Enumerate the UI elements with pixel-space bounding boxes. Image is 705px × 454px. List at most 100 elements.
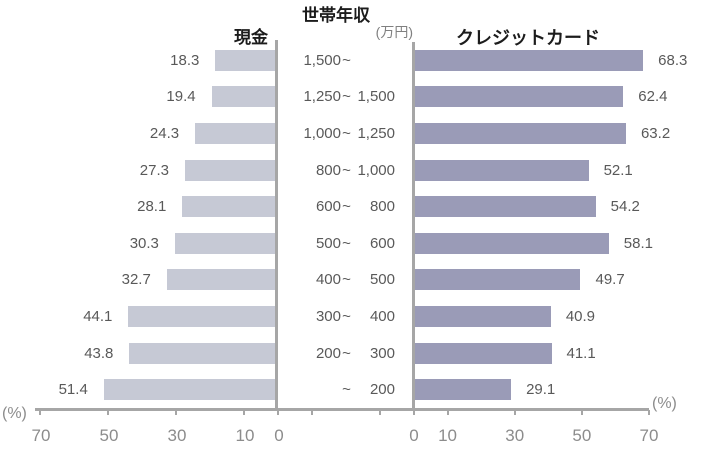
- credit-card-value-label: 54.2: [610, 198, 640, 216]
- axis-tick: [647, 410, 650, 415]
- axis-tick: [413, 410, 415, 415]
- income-range-tilde: ~: [342, 51, 351, 69]
- credit-card-bar: [413, 305, 551, 327]
- credit-card-row-cell: 63.2: [413, 115, 705, 152]
- income-range-low: 1,500: [303, 51, 341, 69]
- credit-card-series-header: クレジットカード: [456, 28, 600, 48]
- chart-row: 24.3 1,000 ~1,250 63.2: [0, 115, 705, 152]
- left-axis-tick-label: 10: [235, 426, 255, 445]
- income-range-low: 200: [315, 344, 341, 362]
- left-percent-label: (%): [2, 405, 27, 422]
- income-range-tilde: ~: [342, 88, 351, 106]
- axis-tick: [39, 410, 41, 415]
- income-range-low: 500: [315, 234, 341, 252]
- cash-value-label: 24.3: [149, 124, 180, 142]
- credit-card-bar: [413, 232, 609, 254]
- income-range-tilde: ~: [342, 381, 351, 399]
- axis-tick: [311, 410, 313, 415]
- right-axis-tick-label: 70: [639, 426, 659, 445]
- cash-row-cell: 51.4: [0, 371, 277, 408]
- credit-card-row-cell: 41.1: [413, 335, 705, 372]
- income-range-low: 1,000: [303, 124, 341, 142]
- credit-card-row-cell: 62.4: [413, 79, 705, 116]
- axis-tick: [107, 410, 109, 415]
- cash-row-cell: 19.4: [0, 79, 277, 116]
- income-category-label: 300 ~400: [277, 298, 413, 335]
- right-axis-tick-label: 50: [572, 426, 592, 445]
- cash-row-cell: 30.3: [0, 225, 277, 262]
- income-range-high: 800: [369, 198, 395, 216]
- chart-row: 19.4 1,250 ~1,500 62.4: [0, 79, 705, 116]
- cash-value-label: 27.3: [139, 161, 169, 179]
- cash-bar: [185, 159, 277, 181]
- cash-bar: [211, 86, 277, 108]
- right-axis-tick-label: 10: [438, 426, 458, 445]
- axis-tick: [513, 410, 516, 415]
- credit-card-row-cell: 52.1: [413, 152, 705, 189]
- cash-row-cell: 43.8: [0, 335, 277, 372]
- chart-row: 28.1 600 ~800 54.2: [0, 188, 705, 225]
- chart-unit-label: (万円): [375, 24, 413, 40]
- income-range-tilde: ~: [342, 161, 351, 179]
- cash-bar: [166, 269, 277, 291]
- cash-value-label: 19.4: [166, 88, 196, 106]
- credit-card-row-cell: 49.7: [413, 262, 705, 299]
- credit-card-row-cell: 54.2: [413, 188, 705, 225]
- right-chart-zero-axis-line: [411, 42, 415, 410]
- cash-row-cell: 28.1: [0, 188, 277, 225]
- credit-card-value-label: 29.1: [526, 381, 556, 399]
- credit-card-value-label: 62.4: [638, 88, 668, 106]
- axis-tick: [580, 410, 583, 415]
- credit-card-value-label: 52.1: [603, 161, 633, 179]
- cash-bar: [215, 49, 277, 71]
- income-category-label: 500 ~600: [277, 225, 413, 262]
- credit-card-row-cell: 58.1: [413, 225, 705, 262]
- credit-card-row-cell: 29.1: [413, 371, 705, 408]
- axis-tick: [277, 410, 279, 415]
- income-range-high: 200: [369, 381, 395, 399]
- left-axis-tick-label: 0: [274, 426, 284, 445]
- credit-card-bar: [413, 122, 626, 144]
- credit-card-bar: [413, 379, 512, 401]
- chart-row: 44.1 300 ~400 40.9: [0, 298, 705, 335]
- credit-card-bar: [413, 86, 624, 108]
- income-range-high: 1,500: [357, 88, 395, 106]
- left-axis-tick-label: 70: [31, 426, 51, 445]
- cash-value-label: 28.1: [137, 198, 167, 216]
- cash-row-cell: 32.7: [0, 262, 277, 299]
- cash-row-cell: 24.3: [0, 115, 277, 152]
- income-range-high: 400: [369, 307, 395, 325]
- income-category-label: 800 ~1,000: [277, 152, 413, 189]
- income-range-high: 1,250: [357, 124, 395, 142]
- income-category-label: 200 ~300: [277, 335, 413, 372]
- income-range-tilde: ~: [342, 124, 351, 142]
- left-axis-tick-label: 30: [167, 426, 187, 445]
- credit-card-bar: [413, 269, 581, 291]
- axis-tick: [243, 410, 245, 415]
- cash-value-label: 18.3: [170, 51, 200, 69]
- chart-row: 27.3 800 ~1,000 52.1: [0, 152, 705, 189]
- credit-card-value-label: 41.1: [566, 344, 596, 362]
- income-range-low: 800: [315, 161, 341, 179]
- credit-card-value-label: 63.2: [640, 124, 671, 142]
- income-category-label: ~200: [277, 371, 413, 408]
- cash-series-header: 現金: [234, 28, 268, 47]
- credit-card-bar: [413, 342, 552, 364]
- cash-value-label: 32.7: [121, 271, 151, 289]
- credit-card-row-cell: 40.9: [413, 298, 705, 335]
- chart-title: 世帯年収: [302, 6, 370, 25]
- axis-tick: [446, 410, 449, 415]
- right-axis-tick-label: 30: [505, 426, 525, 445]
- right-percent-label: (%): [652, 395, 677, 412]
- income-range-high: 500: [369, 271, 395, 289]
- income-category-label: 1,000 ~1,250: [277, 115, 413, 152]
- income-range-high: 1,000: [357, 161, 395, 179]
- cash-bar: [129, 342, 277, 364]
- chart-rows: 18.3 1,500 ~68.3 19.4 1,250 ~1,500 62.4 24.3 1,0…: [0, 42, 705, 408]
- income-range-low: 400: [315, 271, 341, 289]
- income-category-label: 1,500 ~: [277, 42, 413, 79]
- credit-card-value-label: 40.9: [565, 307, 596, 325]
- credit-card-bar: [413, 196, 596, 218]
- cash-bar: [128, 305, 277, 327]
